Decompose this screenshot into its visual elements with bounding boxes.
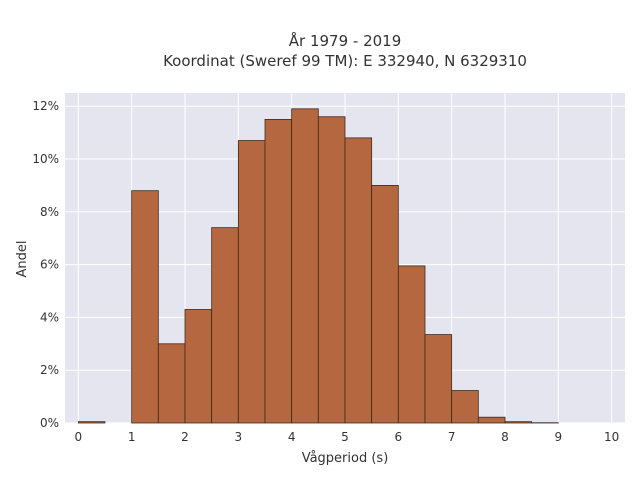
x-tick-label: 10 [604,430,619,444]
x-axis-ticks: 0 1 2 3 4 5 6 7 8 9 10 [75,430,620,444]
y-axis-title: Andel [15,241,30,278]
histogram-bar [157,343,186,424]
histogram-bar [131,190,159,424]
x-tick-label: 4 [288,430,296,444]
y-tick-label: 2% [40,363,59,377]
histogram-bar [371,184,399,424]
chart-title-line-2: Koordinat (Sweref 99 TM): E 332940, N 63… [163,52,527,70]
y-tick-label: 0% [40,416,59,430]
x-tick-label: 7 [448,430,456,444]
x-tick-label: 6 [395,430,403,444]
x-tick-label: 2 [181,430,189,444]
chart-title-line-1: År 1979 - 2019 [289,31,402,50]
y-tick-label: 12% [32,99,59,113]
x-tick-label: 9 [555,430,563,444]
histogram-bar [504,421,533,424]
histogram-bar [291,108,319,424]
x-tick-label: 1 [128,430,136,444]
histogram-bar [237,140,266,424]
y-tick-label: 6% [40,258,59,272]
histogram-bar [211,227,239,424]
histogram-bar [397,265,426,424]
x-tick-label: 5 [341,430,349,444]
x-tick-label: 3 [235,430,243,444]
histogram-bar [344,137,373,424]
histogram-bar [77,421,106,424]
histogram-bar [477,416,506,424]
x-axis-title: Vågperiod (s) [302,451,389,466]
histogram-bar [451,390,479,424]
histogram-bar [317,116,346,424]
y-axis-ticks: 0% 2% 4% 6% 8% 10% 12% [32,99,59,430]
histogram-bar [184,309,213,424]
bars [77,108,559,424]
y-tick-label: 10% [32,152,59,166]
y-tick-label: 8% [40,205,59,219]
x-tick-label: 8 [501,430,509,444]
y-tick-label: 4% [40,310,59,324]
histogram-bar [424,334,453,424]
x-tick-label: 0 [75,430,83,444]
histogram-bar [264,119,293,424]
